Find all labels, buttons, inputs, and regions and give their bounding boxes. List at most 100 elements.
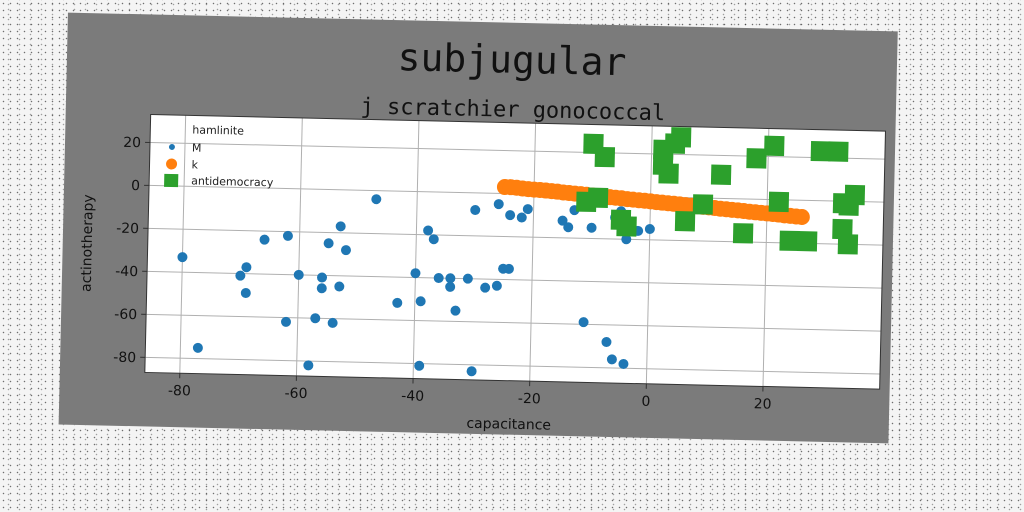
point-m bbox=[445, 281, 456, 292]
point-m bbox=[414, 360, 425, 371]
point-m bbox=[282, 230, 293, 241]
legend-swatch-m bbox=[168, 143, 175, 150]
y-grid-line bbox=[147, 270, 882, 289]
point-antidemocracy bbox=[844, 184, 866, 206]
x-tick-label: 20 bbox=[753, 396, 771, 412]
point-m bbox=[240, 288, 251, 299]
point-m bbox=[462, 273, 473, 284]
point-m bbox=[310, 313, 321, 324]
point-m bbox=[621, 234, 632, 245]
point-antidemocracy bbox=[764, 135, 785, 157]
point-m bbox=[410, 268, 421, 279]
point-m bbox=[470, 205, 481, 216]
point-antidemocracy bbox=[658, 163, 679, 184]
series-m bbox=[177, 194, 655, 377]
plot-frame bbox=[144, 113, 886, 390]
point-antidemocracy bbox=[710, 164, 732, 185]
y-tick-label: 0 bbox=[131, 178, 140, 194]
x-grid-line bbox=[529, 123, 537, 382]
point-m bbox=[334, 281, 345, 292]
x-grid-line bbox=[762, 128, 770, 387]
y-tick-label: 20 bbox=[123, 135, 141, 151]
point-m bbox=[316, 283, 327, 294]
point-m bbox=[644, 224, 655, 235]
point-m bbox=[466, 366, 477, 377]
point-m bbox=[327, 317, 338, 328]
point-antidemocracy bbox=[732, 223, 754, 244]
legend-label-m: M bbox=[192, 141, 202, 154]
point-m bbox=[606, 354, 617, 365]
point-m bbox=[241, 262, 252, 273]
point-antidemocracy bbox=[832, 218, 853, 240]
point-m bbox=[293, 269, 304, 280]
point-m bbox=[493, 199, 504, 210]
legend-swatch-k bbox=[166, 158, 178, 170]
point-m bbox=[235, 270, 246, 281]
point-m bbox=[177, 252, 188, 263]
x-grid-line bbox=[645, 125, 653, 384]
point-m bbox=[433, 273, 444, 284]
point-m bbox=[563, 222, 574, 233]
x-grid-line bbox=[295, 117, 303, 376]
legend-title: hamlinite bbox=[192, 123, 244, 137]
y-axis-label: actinotherapy bbox=[79, 194, 97, 292]
legend: hamlinite M k antidemocracy bbox=[164, 123, 274, 189]
legend-swatch-antidemocracy bbox=[164, 173, 179, 188]
point-m bbox=[428, 234, 439, 245]
point-m bbox=[323, 238, 334, 249]
point-m bbox=[522, 204, 533, 215]
series-antidemocracy bbox=[576, 127, 866, 255]
point-m bbox=[371, 194, 382, 205]
point-m bbox=[281, 316, 292, 327]
y-tick-label: -20 bbox=[116, 221, 139, 238]
point-k bbox=[793, 209, 810, 226]
x-tick-label: -20 bbox=[518, 391, 541, 408]
point-antidemocracy bbox=[594, 146, 616, 168]
point-m bbox=[450, 305, 461, 316]
point-m bbox=[557, 215, 568, 226]
point-m bbox=[192, 342, 203, 353]
point-antidemocracy bbox=[779, 230, 800, 252]
x-tick-label: -80 bbox=[168, 383, 191, 400]
x-grid-line bbox=[179, 115, 187, 374]
legend-label-k: k bbox=[191, 158, 198, 171]
point-antidemocracy bbox=[616, 216, 637, 237]
point-m bbox=[303, 360, 314, 371]
y-grid-line bbox=[148, 227, 883, 246]
y-tick-label: -60 bbox=[114, 307, 137, 324]
point-m bbox=[445, 273, 456, 284]
y-grid-line bbox=[146, 313, 881, 332]
point-m bbox=[505, 210, 516, 221]
x-grid-line bbox=[412, 120, 420, 379]
x-tick-label: -40 bbox=[401, 388, 424, 405]
point-antidemocracy bbox=[670, 127, 692, 148]
point-m bbox=[317, 272, 328, 283]
point-m bbox=[415, 296, 426, 307]
legend-label-antidemocracy: antidemocracy bbox=[191, 174, 274, 189]
point-m bbox=[586, 222, 597, 233]
point-antidemocracy bbox=[810, 140, 832, 162]
chart-title: subjugular bbox=[397, 35, 627, 84]
point-m bbox=[618, 358, 629, 369]
point-m bbox=[340, 245, 351, 256]
point-antidemocracy bbox=[674, 211, 696, 232]
y-tick-label: -40 bbox=[115, 264, 138, 281]
point-m bbox=[335, 221, 346, 232]
point-m bbox=[480, 282, 491, 293]
point-antidemocracy bbox=[768, 191, 790, 213]
x-tick-label: 0 bbox=[641, 394, 650, 410]
point-m bbox=[601, 337, 612, 348]
point-m bbox=[516, 212, 527, 223]
data-marks bbox=[177, 127, 866, 377]
y-tick-label: -80 bbox=[113, 350, 136, 367]
point-m bbox=[491, 280, 502, 291]
point-antidemocracy bbox=[692, 194, 714, 215]
x-axis-label: capacitance bbox=[466, 416, 551, 434]
point-antidemocracy bbox=[587, 187, 609, 208]
point-m bbox=[503, 263, 514, 274]
y-grid-line bbox=[145, 356, 880, 375]
axis-ticks: -80 -60 -40 -20 0 20 20 0 -20 -40 -60 -80 bbox=[113, 135, 772, 413]
x-tick-label: -60 bbox=[284, 386, 307, 403]
point-antidemocracy bbox=[746, 148, 767, 169]
point-antidemocracy bbox=[837, 234, 859, 255]
